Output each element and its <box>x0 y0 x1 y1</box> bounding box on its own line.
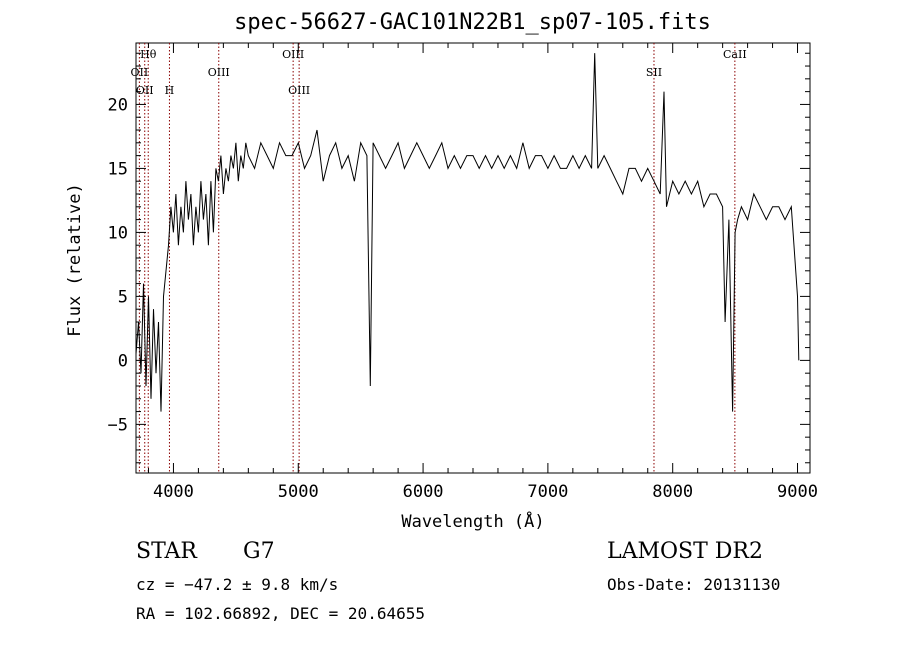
line-markers <box>138 43 736 473</box>
line-marker-label: Hθ <box>140 48 157 61</box>
y-axis-label: Flux (relative) <box>65 183 85 337</box>
x-tick-label: 9000 <box>777 482 818 502</box>
y-tick-label: 5 <box>118 287 128 307</box>
x-tick-label: 8000 <box>652 482 693 502</box>
y-tick-label: −5 <box>108 415 128 435</box>
line-marker-label: OIII <box>288 84 310 97</box>
object-subclass: G7 <box>243 539 275 564</box>
line-marker-label: CaII <box>723 48 747 61</box>
spectrum-line <box>135 53 800 412</box>
object-class: STAR <box>136 539 197 564</box>
x-tick-label: 5000 <box>278 482 319 502</box>
tick-labels: 4000 5000 6000 7000 8000 9000 −5 0 5 10 15 20 <box>108 95 818 502</box>
line-marker-label: SII <box>646 66 662 79</box>
x-axis-label: Wavelength (Å) <box>401 512 545 532</box>
line-marker-label: OIII <box>282 48 304 61</box>
chart-title: spec-56627-GAC101N22B1_sp07-105.fits <box>234 10 711 35</box>
survey-name: LAMOST DR2 <box>607 539 763 564</box>
axis-ticks <box>136 43 810 473</box>
ra-dec: RA = 102.66892, DEC = 20.64655 <box>136 604 425 623</box>
y-tick-label: 15 <box>108 159 128 179</box>
x-tick-label: 7000 <box>527 482 568 502</box>
y-tick-label: 10 <box>108 223 128 243</box>
y-tick-label: 20 <box>108 95 128 115</box>
x-tick-label: 4000 <box>153 482 194 502</box>
line-marker-label: OII <box>136 84 154 97</box>
line-labels: Hθ OII OII H OIII OIII OIII SII CaII <box>131 48 747 97</box>
plot-frame <box>135 42 811 474</box>
line-marker-label: OIII <box>208 66 230 79</box>
x-tick-label: 6000 <box>403 482 444 502</box>
line-marker-label: H <box>165 84 175 97</box>
y-tick-label: 0 <box>118 351 128 371</box>
redshift-cz: cz = −47.2 ± 9.8 km/s <box>136 575 339 594</box>
line-marker-label: OII <box>131 66 149 79</box>
obs-date: Obs-Date: 20131130 <box>607 575 781 594</box>
